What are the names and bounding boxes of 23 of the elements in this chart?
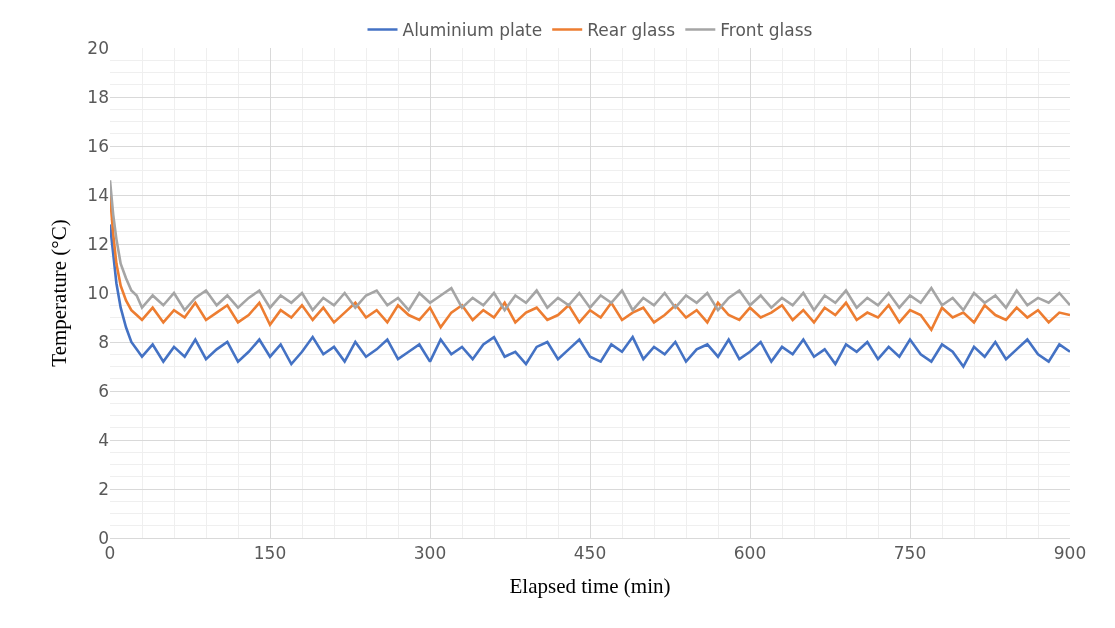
y-tick-label: 20 bbox=[87, 37, 109, 58]
legend-label: Front glass bbox=[720, 20, 813, 41]
x-tick-label: 150 bbox=[253, 543, 287, 564]
x-tick-label: 300 bbox=[413, 543, 447, 564]
x-axis-title: Elapsed time (min) bbox=[509, 573, 671, 598]
y-axis-title: Temperature (°C) bbox=[46, 219, 71, 367]
y-tick-label: 14 bbox=[87, 184, 109, 205]
x-tick-label: 450 bbox=[573, 543, 607, 564]
y-tick-label: 12 bbox=[87, 233, 109, 254]
y-tick-label: 6 bbox=[98, 380, 109, 401]
y-tick-label: 4 bbox=[98, 429, 109, 450]
legend-label: Rear glass bbox=[587, 20, 676, 41]
line-series bbox=[110, 223, 1070, 368]
x-tick-label: 900 bbox=[1053, 543, 1087, 564]
x-tick-label: 600 bbox=[733, 543, 767, 564]
x-tick-label: 750 bbox=[893, 543, 927, 564]
line-series bbox=[110, 179, 1070, 312]
legend-label: Aluminium plate bbox=[402, 20, 543, 41]
y-tick-label: 16 bbox=[87, 135, 109, 156]
y-tick-label: 10 bbox=[87, 282, 109, 303]
y-tick-label: 18 bbox=[87, 86, 109, 107]
y-tick-label: 2 bbox=[98, 478, 109, 499]
y-tick-label: 8 bbox=[98, 331, 109, 352]
